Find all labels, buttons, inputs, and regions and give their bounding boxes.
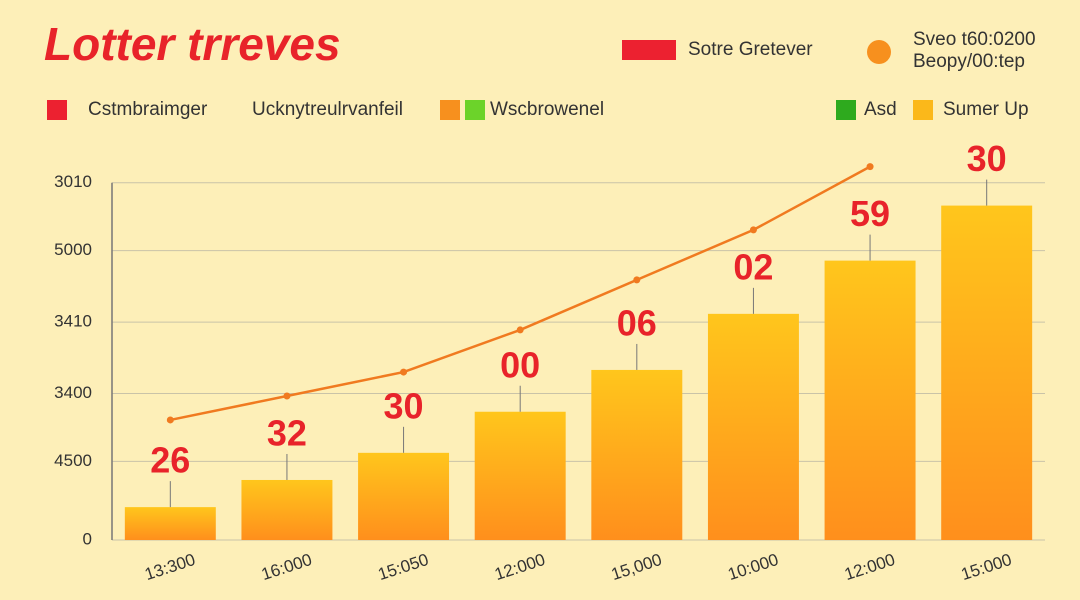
y-tick-label: 5000 bbox=[54, 240, 92, 259]
data-annotation: 26 bbox=[150, 440, 190, 481]
legend-swatch bbox=[913, 100, 933, 120]
line-point bbox=[866, 163, 874, 171]
bar bbox=[241, 479, 333, 540]
legend-label: Cstmbraimger bbox=[88, 99, 208, 120]
legend-swatch bbox=[622, 40, 676, 60]
data-annotation: 06 bbox=[617, 302, 657, 343]
data-annotation: 30 bbox=[384, 385, 424, 426]
y-tick-label: 3400 bbox=[54, 383, 92, 402]
legend-label: Sveo t60:0200 bbox=[913, 29, 1036, 50]
line-point bbox=[516, 326, 524, 334]
bar bbox=[824, 260, 916, 540]
line-point bbox=[283, 392, 291, 400]
legend-swatch bbox=[440, 100, 460, 120]
line-point bbox=[749, 226, 757, 234]
data-annotation: 02 bbox=[733, 246, 773, 287]
legend-label: Wscbrowenel bbox=[490, 99, 604, 120]
y-tick-label: 4500 bbox=[54, 451, 92, 470]
legend-label: Sumer Up bbox=[943, 99, 1029, 120]
bar bbox=[358, 452, 450, 540]
legend-swatch bbox=[836, 100, 856, 120]
y-tick-label: 0 bbox=[83, 529, 92, 548]
legend-label: Ucknytreulrvanfeil bbox=[252, 99, 403, 120]
data-annotation: 59 bbox=[850, 193, 890, 234]
legend-swatch bbox=[47, 100, 67, 120]
chart-title: Lotter trreves bbox=[44, 18, 341, 70]
line-point bbox=[400, 368, 408, 376]
y-tick-label: 3010 bbox=[54, 172, 92, 191]
legend-swatch bbox=[465, 100, 485, 120]
bar bbox=[124, 507, 216, 540]
bar bbox=[707, 313, 799, 540]
legend-label: Sotre Gretever bbox=[688, 39, 813, 60]
bar bbox=[474, 411, 566, 540]
legend-swatch bbox=[867, 40, 891, 64]
bar bbox=[941, 205, 1033, 541]
data-annotation: 30 bbox=[967, 138, 1007, 179]
legend-label: Asd bbox=[864, 99, 897, 120]
line-point bbox=[633, 276, 641, 284]
data-annotation: 32 bbox=[267, 412, 307, 453]
y-tick-label: 3410 bbox=[54, 312, 92, 331]
bar bbox=[591, 369, 683, 540]
data-annotation: 00 bbox=[500, 344, 540, 385]
line-point bbox=[166, 416, 174, 424]
legend-label: Beopy/00:tep bbox=[913, 51, 1025, 72]
